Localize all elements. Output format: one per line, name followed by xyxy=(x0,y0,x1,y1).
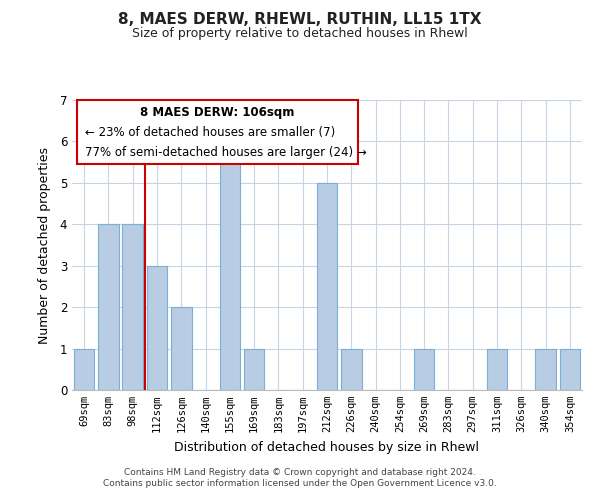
Text: ← 23% of detached houses are smaller (7): ← 23% of detached houses are smaller (7) xyxy=(85,126,335,139)
X-axis label: Distribution of detached houses by size in Rhewl: Distribution of detached houses by size … xyxy=(175,440,479,454)
Bar xyxy=(244,348,265,390)
Bar xyxy=(414,348,434,390)
Y-axis label: Number of detached properties: Number of detached properties xyxy=(38,146,52,344)
Bar xyxy=(317,183,337,390)
Bar xyxy=(171,307,191,390)
Bar xyxy=(122,224,143,390)
Text: 8, MAES DERW, RHEWL, RUTHIN, LL15 1TX: 8, MAES DERW, RHEWL, RUTHIN, LL15 1TX xyxy=(118,12,482,28)
Bar xyxy=(98,224,119,390)
Bar xyxy=(146,266,167,390)
Bar xyxy=(220,142,240,390)
FancyBboxPatch shape xyxy=(77,100,358,164)
Text: Contains HM Land Registry data © Crown copyright and database right 2024.
Contai: Contains HM Land Registry data © Crown c… xyxy=(103,468,497,487)
Text: Size of property relative to detached houses in Rhewl: Size of property relative to detached ho… xyxy=(132,28,468,40)
Bar xyxy=(341,348,362,390)
Text: 8 MAES DERW: 106sqm: 8 MAES DERW: 106sqm xyxy=(140,106,295,119)
Bar xyxy=(535,348,556,390)
Bar xyxy=(74,348,94,390)
Text: 77% of semi-detached houses are larger (24) →: 77% of semi-detached houses are larger (… xyxy=(85,146,367,160)
Bar xyxy=(487,348,508,390)
Bar xyxy=(560,348,580,390)
